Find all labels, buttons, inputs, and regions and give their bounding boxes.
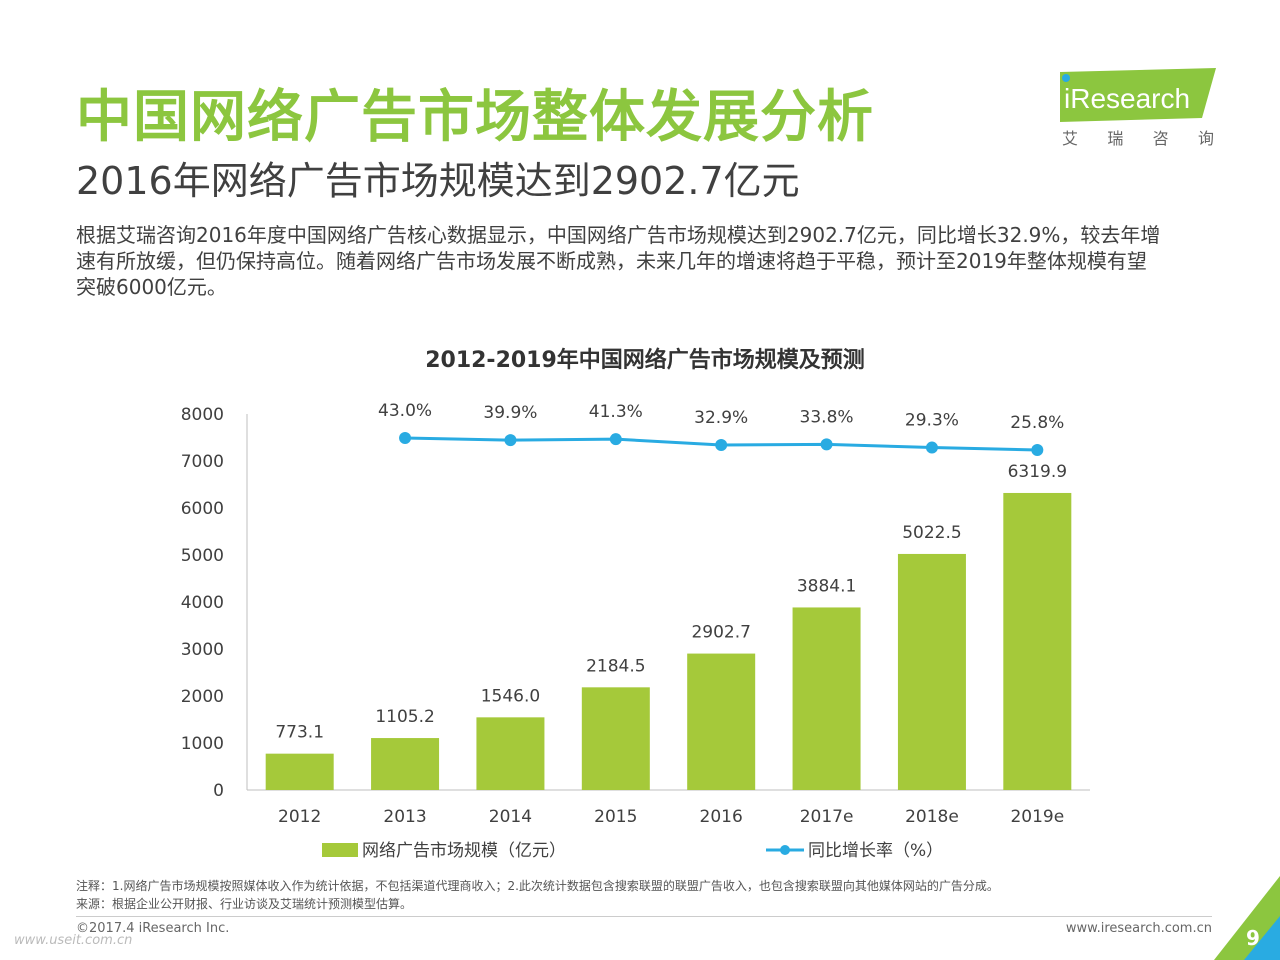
page-subtitle: 2016年网络广告市场规模达到2902.7亿元 <box>76 159 800 203</box>
growth-rate-point <box>925 441 938 454</box>
intro-line: 根据艾瑞咨询2016年度中国网络广告核心数据显示，中国网络广告市场规模达到290… <box>76 223 1161 247</box>
legend-bar-label: 网络广告市场规模（亿元） <box>362 841 566 861</box>
chart-notes: 注释：1.网络广告市场规模按照媒体收入作为统计依据，不包括渠道代理商收入；2.此… <box>76 877 999 913</box>
x-tick-label: 2013 <box>383 807 426 827</box>
page-title: 中国网络广告市场整体发展分析 <box>76 85 874 150</box>
growth-rate-point <box>820 438 833 451</box>
watermark-text: www.useit.com.cn <box>14 933 133 948</box>
x-tick-label: 2016 <box>700 807 743 827</box>
logo-brand-text: iResearch <box>1064 83 1190 114</box>
growth-rate-label: 33.8% <box>800 407 854 427</box>
y-tick-label: 8000 <box>181 405 224 425</box>
bar <box>371 738 440 790</box>
growth-rate-label: 39.9% <box>483 403 537 423</box>
growth-rate-point <box>504 434 517 447</box>
bar-value-label: 2902.7 <box>691 623 750 643</box>
x-tick-label: 2014 <box>489 807 532 827</box>
intro-paragraph: 根据艾瑞咨询2016年度中国网络广告核心数据显示，中国网络广告市场规模达到290… <box>76 222 1226 300</box>
iresearch-logo: iResearch 艾 瑞 咨 询 <box>1060 68 1216 148</box>
bar <box>265 753 334 790</box>
y-tick-label: 0 <box>213 781 224 801</box>
bar-value-label: 1105.2 <box>375 707 434 727</box>
bar <box>1003 492 1072 790</box>
chart-title: 2012-2019年中国网络广告市场规模及预测 <box>425 348 865 373</box>
growth-rate-point <box>399 432 412 444</box>
x-tick-label: 2018e <box>905 807 959 827</box>
website-text: www.iresearch.com.cn <box>1065 921 1212 936</box>
bar <box>581 687 650 790</box>
x-tick-label: 2017e <box>800 807 854 827</box>
bar-value-label: 6319.9 <box>1008 462 1067 482</box>
note-text: 注释：1.网络广告市场规模按照媒体收入作为统计依据，不包括渠道代理商收入；2.此… <box>76 879 999 893</box>
page-number: 9 <box>1246 926 1260 950</box>
y-tick-label: 5000 <box>181 546 224 566</box>
y-tick-label: 1000 <box>181 734 224 754</box>
growth-rate-label: 41.3% <box>589 402 643 422</box>
corner-decoration <box>1214 876 1280 960</box>
growth-rate-label: 32.9% <box>694 408 748 428</box>
bar-value-label: 2184.5 <box>586 656 645 676</box>
legend-line-label: 同比增长率（%） <box>808 841 943 861</box>
bar-value-label: 1546.0 <box>481 686 540 706</box>
copyright-text: ©2017.4 iResearch Inc. <box>76 921 230 936</box>
bar <box>897 553 966 790</box>
legend-line-marker <box>780 845 790 855</box>
y-tick-label: 6000 <box>181 499 224 519</box>
growth-rate-point <box>609 433 622 446</box>
bar-value-label: 773.1 <box>275 723 324 743</box>
source-text: 来源：根据企业公开财报、行业访谈及艾瑞统计预测模型估算。 <box>76 897 413 911</box>
x-tick-label: 2015 <box>594 807 637 827</box>
growth-rate-label: 43.0% <box>378 401 432 421</box>
y-tick-label: 2000 <box>181 687 224 707</box>
intro-line: 速有所放缓，但仍保持高位。随着网络广告市场发展不断成熟，未来几年的增速将趋于平稳… <box>76 249 1147 273</box>
intro-line: 突破6000亿元。 <box>76 275 227 299</box>
y-tick-label: 7000 <box>181 452 224 472</box>
y-tick-label: 3000 <box>181 640 224 660</box>
bar-value-label: 5022.5 <box>902 523 961 543</box>
legend-bar-swatch <box>322 843 358 857</box>
bar <box>792 607 861 790</box>
growth-rate-point <box>715 439 728 452</box>
footer-divider <box>76 916 1212 917</box>
bar <box>687 653 756 790</box>
growth-rate-label: 29.3% <box>905 411 959 431</box>
bar <box>476 717 545 790</box>
growth-rate-label: 25.8% <box>1010 413 1064 433</box>
x-tick-label: 2019e <box>1010 807 1064 827</box>
y-tick-label: 4000 <box>181 593 224 613</box>
x-tick-label: 2012 <box>278 807 321 827</box>
growth-rate-point <box>1031 444 1044 456</box>
bar-value-label: 3884.1 <box>797 576 856 596</box>
